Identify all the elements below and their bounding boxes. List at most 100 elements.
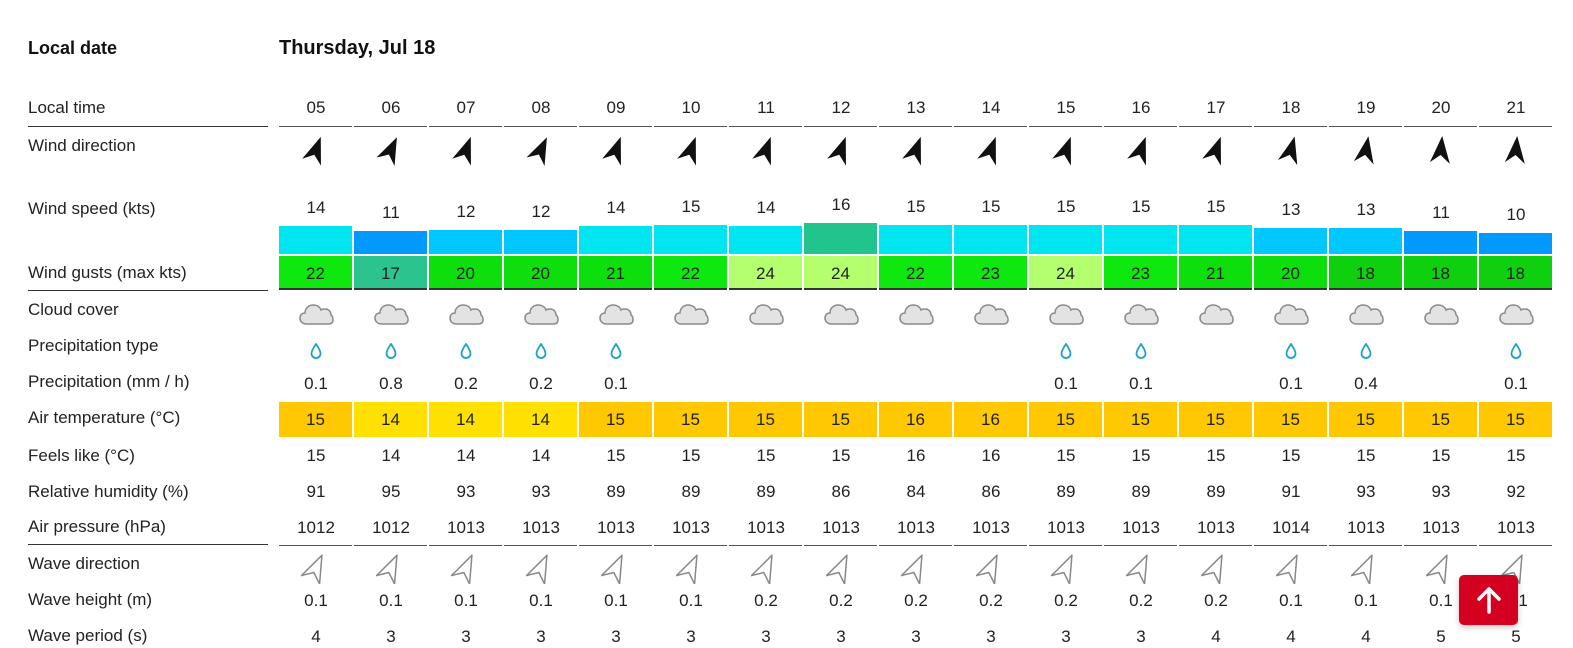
pressure-value: 1013 [897,518,935,537]
wind-speed-bar [654,224,727,254]
wind-speed-value: 13 [1281,199,1301,219]
arrow-up-icon [1476,587,1501,614]
hour-label: 11 [757,98,775,117]
cloud-icon [804,300,878,328]
cloud-icon [954,300,1028,328]
humidity-value: 92 [1506,482,1526,501]
pressure-value: 1013 [1347,518,1385,537]
wind-direction-arrow-icon [954,134,1028,166]
feels-like-value: 15 [681,446,701,465]
hour-label: 14 [981,98,1001,117]
wind-direction-arrow-icon [354,134,428,166]
column-rule [1254,126,1327,127]
feels-like-value: 16 [906,446,926,465]
wind-direction-arrow-icon [1329,134,1403,166]
cloud-icon [1329,300,1403,328]
raindrop-icon [354,342,428,360]
wind-speed-bar [504,229,577,254]
column-rule [1404,126,1477,127]
label-precipitation: Precipitation (mm / h) [28,372,190,391]
wind-direction-arrow-icon [279,134,353,166]
wind-speed-value: 15 [1131,196,1151,216]
wave-height-value: 0.2 [904,591,928,610]
air-temperature-cell: 15 [1479,402,1552,437]
raindrop-icon [1254,342,1328,360]
column-rule [1104,545,1177,546]
cloud-icon [354,300,428,328]
wave-height-value: 0.1 [304,591,328,610]
cloud-icon [1404,300,1478,328]
column-rule [504,126,577,127]
wind-speed-value: 14 [756,198,776,218]
wave-period-value: 4 [1211,627,1221,646]
scroll-to-top-button[interactable] [1459,575,1518,625]
label-humidity: Relative humidity (%) [28,482,189,501]
humidity-value: 91 [1281,482,1301,501]
precipitation-value: 0.1 [604,374,628,393]
hour-label: 17 [1206,98,1226,117]
humidity-value: 86 [831,482,851,501]
wave-direction-arrow-icon [804,552,878,584]
column-rule [504,545,577,546]
precipitation-value: 0.8 [379,374,403,393]
wind-speed-bar [1254,227,1327,254]
column-rule [429,126,502,127]
pressure-value: 1013 [522,518,560,537]
column-rule [354,545,427,546]
wind-gust-cell: 22 [654,256,727,290]
humidity-value: 93 [1356,482,1376,501]
hour-label: 16 [1131,98,1151,117]
column-rule [279,545,352,546]
wave-direction-arrow-icon [729,552,803,584]
column-rule [804,545,877,546]
wind-gust-cell: 22 [279,256,352,290]
wave-height-value: 0.2 [1129,591,1153,610]
wave-period-value: 5 [1511,627,1521,646]
humidity-value: 89 [681,482,701,501]
wave-direction-arrow-icon [429,552,503,584]
wind-speed-bar [729,226,802,254]
hour-label: 05 [306,98,326,117]
cloud-icon [1254,300,1328,328]
wave-height-value: 0.1 [454,591,478,610]
label-wave-height: Wave height (m) [28,590,153,609]
wave-period-value: 5 [1436,627,1446,646]
air-temperature-cell: 15 [1329,402,1402,437]
wave-direction-arrow-icon [1179,552,1253,584]
wind-gust-cell: 21 [579,256,652,290]
hour-label: 21 [1506,98,1526,117]
cloud-icon [654,300,728,328]
wind-speed-value: 13 [1356,199,1376,219]
pressure-value: 1014 [1272,518,1310,537]
air-temperature-cell: 15 [654,402,727,437]
air-temperature-cell: 15 [804,402,877,437]
air-temperature-cell: 15 [729,402,802,437]
wind-gust-cell: 23 [954,256,1027,290]
wind-speed-value: 15 [981,196,1001,216]
humidity-value: 93 [531,482,551,501]
wind-gust-cell: 18 [1479,256,1552,290]
wind-speed-bar [954,224,1027,254]
cloud-icon [504,300,578,328]
cloud-icon [1029,300,1103,328]
label-rule [28,126,268,127]
air-temperature-cell: 16 [879,402,952,437]
wind-speed-bar [1329,227,1402,254]
column-rule [1254,545,1327,546]
wind-gust-cell: 20 [1254,256,1327,290]
wind-gust-cell: 21 [1179,256,1252,290]
cloud-icon [429,300,503,328]
column-rule [654,126,727,127]
hour-label: 18 [1281,98,1301,117]
wind-speed-value: 15 [1056,196,1076,216]
wind-direction-arrow-icon [1404,134,1478,166]
wave-height-value: 0.1 [1429,591,1453,610]
label-cloud-cover: Cloud cover [28,300,119,319]
local-date-heading: Local date [28,38,118,58]
column-rule [579,545,652,546]
column-rule [804,126,877,127]
feels-like-value: 15 [1131,446,1151,465]
air-temperature-cell: 14 [504,402,577,437]
wind-gust-cell: 18 [1329,256,1402,290]
feels-like-value: 15 [1281,446,1301,465]
